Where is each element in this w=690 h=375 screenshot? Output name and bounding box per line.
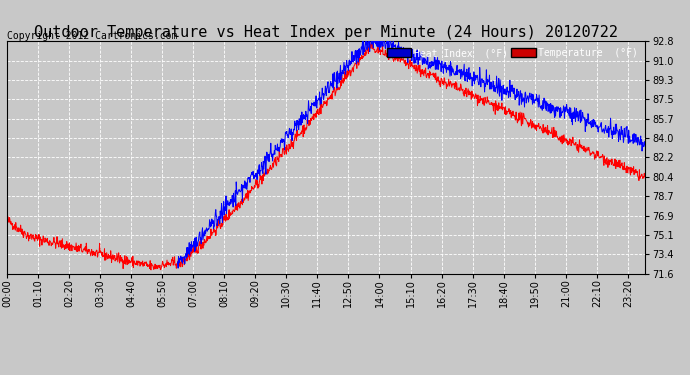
Legend: Heat Index  (°F), Temperature  (°F): Heat Index (°F), Temperature (°F) <box>385 46 640 60</box>
Text: Copyright 2012 Cartronics.com: Copyright 2012 Cartronics.com <box>7 32 177 41</box>
Title: Outdoor Temperature vs Heat Index per Minute (24 Hours) 20120722: Outdoor Temperature vs Heat Index per Mi… <box>34 25 618 40</box>
